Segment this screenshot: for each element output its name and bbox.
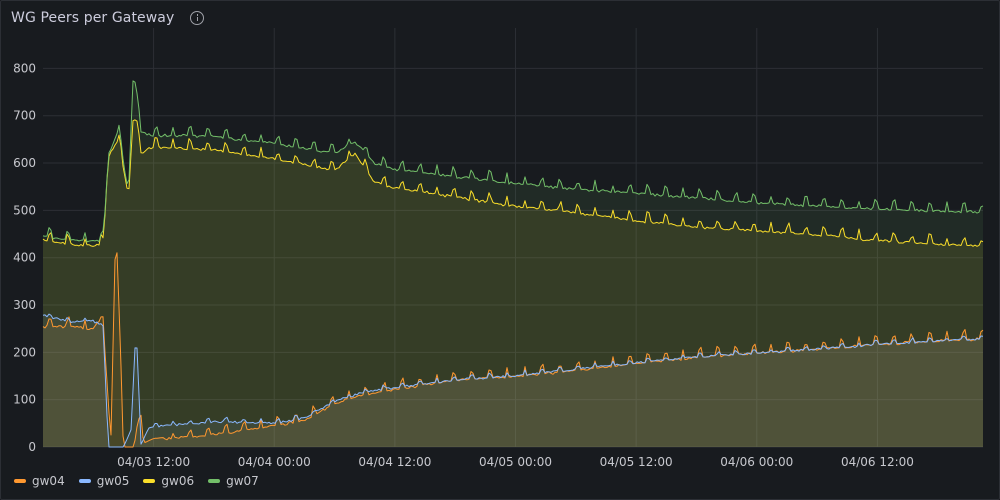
legend-swatch [208,479,221,483]
y-tick-label: 100 [13,393,36,407]
series-areas [43,80,983,448]
info-circle-icon[interactable] [190,11,205,25]
series-area-gw06 [43,119,983,448]
y-axis-ticks: 0 100 200 300 400 500 600 700 800 [13,61,36,454]
x-tick-label: 04/03 12:00 [117,455,190,469]
legend-label: gw04 [32,474,65,488]
x-tick-label: 04/06 12:00 [841,455,914,469]
x-axis-ticks: 04/03 12:00 04/04 00:00 04/04 12:00 04/05 0… [117,455,914,469]
series-line-gw06 [42,119,984,247]
legend-item-gw04[interactable]: gw04 [14,474,65,488]
panel-title[interactable]: WG Peers per Gateway [11,10,175,26]
y-tick-label: 600 [13,156,36,170]
y-tick-label: 300 [13,298,36,312]
series-line-gw07 [42,80,984,243]
series-line-gw05 [42,313,984,448]
legend: gw04 gw05 gw06 gw07 [14,474,259,488]
y-tick-label: 500 [13,203,36,217]
panel-header: WG Peers per Gateway [11,8,205,28]
legend-swatch [14,479,26,483]
legend-label: gw06 [161,474,195,488]
legend-swatch [143,479,156,483]
grid-lines [43,28,983,448]
y-tick-label: 400 [13,251,36,265]
series-lines [42,80,984,448]
x-tick-label: 04/05 00:00 [479,455,552,469]
legend-item-gw06[interactable]: gw06 [143,474,194,488]
y-tick-label: 800 [13,61,36,75]
legend-label: gw05 [96,474,130,488]
legend-item-gw05[interactable]: gw05 [78,474,130,488]
series-area-gw07 [43,80,983,448]
series-area-gw04 [43,252,983,447]
series-area-gw05 [43,314,983,447]
legend-label: gw07 [226,474,259,488]
legend-swatch [78,479,91,483]
x-tick-label: 04/04 12:00 [358,455,431,469]
y-tick-label: 700 [13,109,36,123]
y-tick-label: 0 [28,440,36,454]
legend-item-gw07[interactable]: gw07 [208,474,259,488]
x-tick-label: 04/06 00:00 [720,455,793,469]
y-tick-label: 200 [13,345,36,359]
x-tick-label: 04/05 12:00 [600,455,673,469]
x-tick-label: 04/04 00:00 [238,455,311,469]
